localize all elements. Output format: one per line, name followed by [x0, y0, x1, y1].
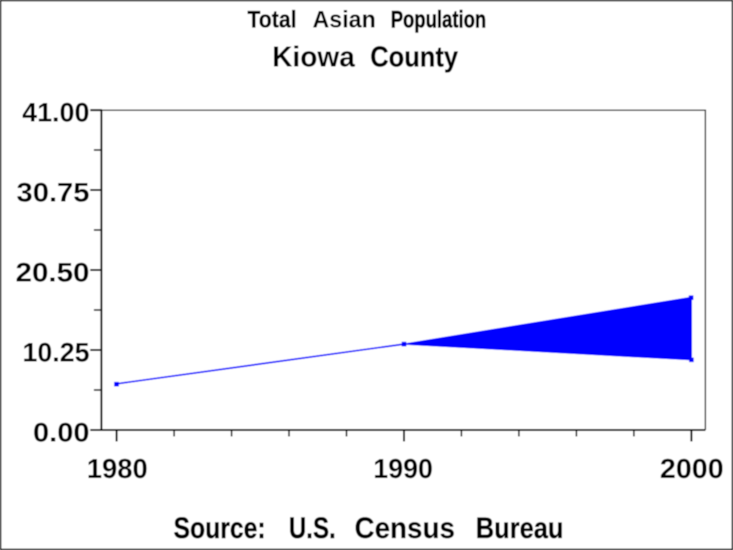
- svg-text:2000: 2000: [660, 453, 724, 484]
- svg-text:Source:: Source:: [174, 512, 266, 545]
- svg-text:1980: 1980: [87, 453, 148, 484]
- svg-text:Population: Population: [391, 7, 487, 34]
- svg-text:Asian: Asian: [313, 7, 376, 34]
- svg-text:30.75: 30.75: [17, 177, 90, 207]
- svg-text:0.00: 0.00: [33, 417, 90, 447]
- svg-text:U.S.: U.S.: [289, 512, 336, 545]
- svg-text:41.00: 41.00: [22, 97, 89, 127]
- svg-text:Kiowa: Kiowa: [272, 41, 356, 73]
- svg-text:10.25: 10.25: [23, 337, 90, 367]
- svg-text:Bureau: Bureau: [476, 512, 564, 545]
- svg-text:Census: Census: [355, 512, 456, 545]
- svg-text:20.50: 20.50: [16, 257, 90, 287]
- svg-text:Total: Total: [247, 7, 296, 34]
- svg-text:County: County: [370, 41, 458, 73]
- svg-text:1990: 1990: [373, 453, 433, 484]
